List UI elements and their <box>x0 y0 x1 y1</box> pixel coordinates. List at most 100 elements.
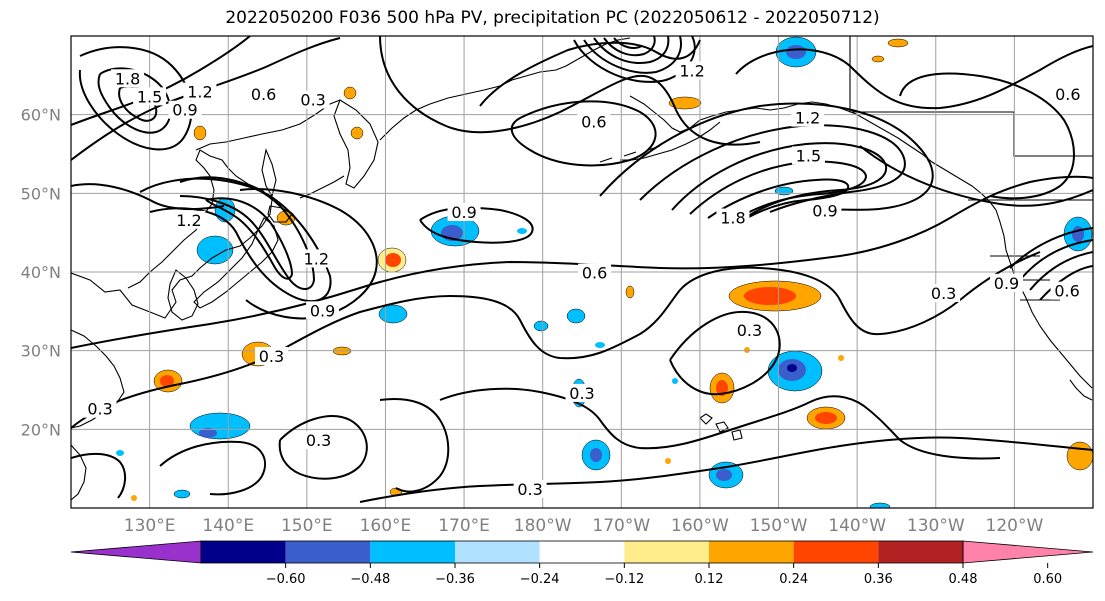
lat-label: 30°N <box>21 342 61 361</box>
colorbar-tick-label: −0.24 <box>520 572 560 587</box>
contour-label-bg <box>675 61 709 80</box>
contour-label: 1.5 <box>137 87 162 106</box>
contour-label-bg <box>302 431 336 450</box>
contour-label-bg <box>172 210 206 229</box>
contour-label-bg <box>578 263 612 282</box>
lon-label: 140°W <box>828 516 886 536</box>
contour-label-bg <box>716 208 750 227</box>
lon-label: 150°E <box>281 516 333 536</box>
colorbar-tick-label: 0.36 <box>864 572 893 587</box>
colorbar-swatch <box>624 541 709 563</box>
lat-label: 20°N <box>21 420 61 439</box>
contour-label: 0.6 <box>581 113 606 132</box>
contour-label: 0.6 <box>1055 85 1080 104</box>
contour-label-bg <box>927 284 961 303</box>
contour-label-bg <box>808 201 842 220</box>
contour-label: 1.2 <box>679 61 704 80</box>
contour-label: 0.3 <box>300 91 325 110</box>
colorbar-swatch <box>539 541 625 563</box>
contour-label: 1.8 <box>720 209 745 228</box>
colorbar-frame <box>200 540 964 564</box>
contour-label: 0.3 <box>931 284 956 303</box>
lon-label: 130°W <box>907 516 965 536</box>
lon-label: 140°E <box>202 516 254 536</box>
contour-label-bg <box>296 90 330 109</box>
lon-label: 160°W <box>671 516 729 536</box>
colorbar-swatch <box>793 541 879 563</box>
contour-label-bg <box>168 100 202 119</box>
contour-label-bg <box>1050 281 1084 300</box>
longitude-labels: 130°E 140°E 150°E 160°E 170°E 180°W 170°W 160°W… <box>124 516 1044 536</box>
contour-label-bg <box>577 112 611 131</box>
contour-label-bg <box>111 69 145 88</box>
contour-label-bg <box>791 108 825 127</box>
lon-label: 120°W <box>986 516 1044 536</box>
colorbar-swatch <box>285 541 371 563</box>
colorbar: −0.60 −0.48 −0.36 −0.24 −0.12 0.12 0.24 0.36 0.4… <box>70 540 1094 587</box>
colorbar-tick-label: 0.12 <box>695 572 724 587</box>
contour-label: 0.3 <box>569 384 594 403</box>
lon-label: 150°W <box>750 516 808 536</box>
contour-label: 0.6 <box>251 85 276 104</box>
contour-label: 1.2 <box>187 83 212 102</box>
contour-label: 1.2 <box>304 249 329 268</box>
contour-label-bg <box>791 146 825 165</box>
colorbar-tick-label: −0.36 <box>435 572 475 587</box>
contour-label-bg <box>254 346 288 365</box>
precipitation-shading <box>116 36 1093 508</box>
colorbar-swatch <box>878 541 963 563</box>
contour-label: 1.2 <box>176 211 201 230</box>
contour-label-bg <box>299 249 333 268</box>
colorbar-tick-label: −0.12 <box>604 572 644 587</box>
colorbar-swatch <box>455 541 540 563</box>
contour-label-bg <box>306 301 340 320</box>
colorbar-tick-label: −0.48 <box>350 572 390 587</box>
contour-label-bg <box>447 203 481 221</box>
lat-label: 40°N <box>21 263 61 282</box>
colorbar-swatch <box>370 541 455 563</box>
contour-label: 0.9 <box>812 201 837 220</box>
contour-label: 0.6 <box>1054 282 1079 301</box>
colorbar-tick-label: 0.24 <box>779 572 808 587</box>
lon-label: 130°E <box>124 516 176 536</box>
contour-label-bg <box>1051 85 1085 103</box>
lon-label: 170°W <box>592 516 650 536</box>
contour-label: 0.3 <box>306 431 331 450</box>
lat-label: 60°N <box>21 106 61 125</box>
colorbar-tick-label: 0.60 <box>1033 572 1062 587</box>
contour-label: 1.2 <box>795 109 820 128</box>
contour-label: 0.9 <box>451 203 476 222</box>
contour-label-bg <box>183 82 217 101</box>
contour-label: 0.6 <box>582 264 607 283</box>
colorbar-swatch <box>201 541 286 563</box>
lon-label: 170°E <box>438 516 490 536</box>
contour-label-bg <box>133 87 167 106</box>
contour-label: 0.3 <box>517 480 542 499</box>
contour-label: 0.3 <box>259 347 284 366</box>
map-frame <box>70 35 1094 509</box>
colorbar-extend-high <box>962 540 1094 564</box>
contour-label-bg <box>990 273 1024 292</box>
contour-labels: 1.81.50.91.2 0.6 0.30.61.21.21.50.60.9 1.8 0… <box>83 61 1085 499</box>
contour-label: 1.5 <box>796 146 821 165</box>
colorbar-tick-label: 0.48 <box>949 572 978 587</box>
contour-label: 0.9 <box>172 101 197 120</box>
contour-label: 0.3 <box>87 400 112 419</box>
contour-label-bg <box>732 321 766 339</box>
contour-label: 0.9 <box>994 274 1019 293</box>
lon-label: 160°E <box>360 516 412 536</box>
latitude-labels: 60°N 50°N 40°N 30°N 20°N <box>21 106 61 440</box>
colorbar-tick-label: −0.60 <box>266 572 306 587</box>
coastlines <box>71 36 1093 501</box>
contour-label: 1.8 <box>115 69 140 88</box>
contour-label-bg <box>513 479 547 498</box>
map-title: 2022050200 F036 500 hPa PV, precipitatio… <box>225 8 880 28</box>
pv-contours <box>71 36 1093 503</box>
contour-label: 0.9 <box>310 301 335 320</box>
contour-label-bg <box>565 383 599 402</box>
contour-label: 0.3 <box>737 321 762 340</box>
colorbar-extend-low <box>70 540 202 564</box>
contour-label-bg <box>247 85 281 103</box>
colorbar-swatch <box>709 541 794 563</box>
